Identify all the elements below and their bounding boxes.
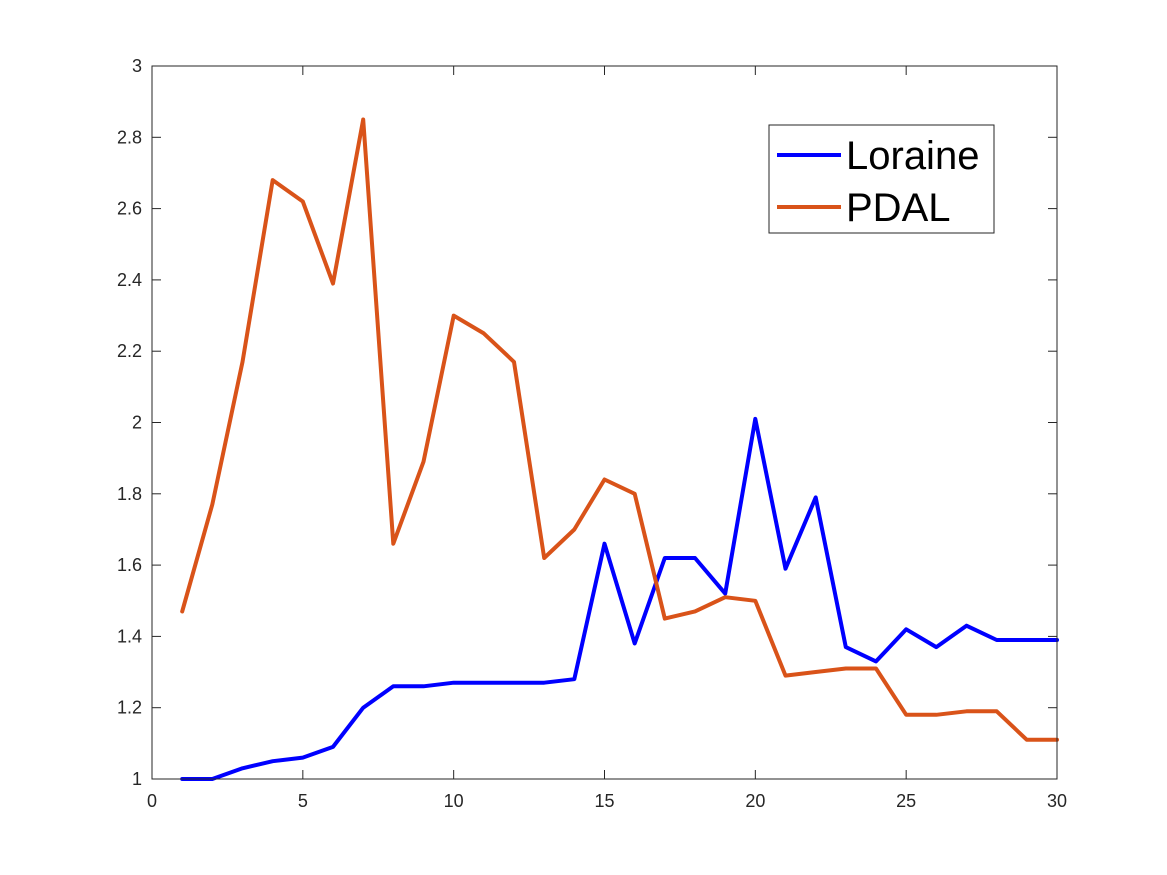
y-tick-label: 1.6	[117, 555, 142, 575]
legend-box	[768, 124, 995, 234]
x-tick-label: 5	[298, 791, 308, 811]
y-tick-label: 2.6	[117, 199, 142, 219]
series-layer	[180, 117, 1059, 781]
y-tick-label: 1.8	[117, 484, 142, 504]
x-tick-label: 20	[745, 791, 765, 811]
x-tick-label: 10	[444, 791, 464, 811]
x-tick-label: 30	[1047, 791, 1067, 811]
y-tick-label: 2	[132, 413, 142, 433]
legend-label-pdal: PDAL	[846, 186, 951, 230]
legend-label-loraine: Loraine	[846, 134, 979, 178]
x-tick-label: 25	[896, 791, 916, 811]
legend: Loraine PDAL	[768, 124, 995, 234]
x-tick-label: 15	[594, 791, 614, 811]
y-tick-label: 1.4	[117, 626, 142, 646]
y-tick-label: 2.4	[117, 270, 142, 290]
x-tick-label: 0	[147, 791, 157, 811]
y-tick-label: 1.2	[117, 698, 142, 718]
y-tick-label: 2.8	[117, 127, 142, 147]
y-tick-label: 3	[132, 56, 142, 76]
y-tick-label: 1	[132, 769, 142, 789]
series-line-loraine	[180, 416, 1059, 781]
series-line-pdal	[180, 117, 1059, 742]
ticks-layer: 0 5 10 15 20 25 30 1 1.2 1.4 1.6 1.8 2 2.2 2.4 2.6 2.8 3	[117, 56, 1067, 811]
y-tick-label: 2.2	[117, 341, 142, 361]
